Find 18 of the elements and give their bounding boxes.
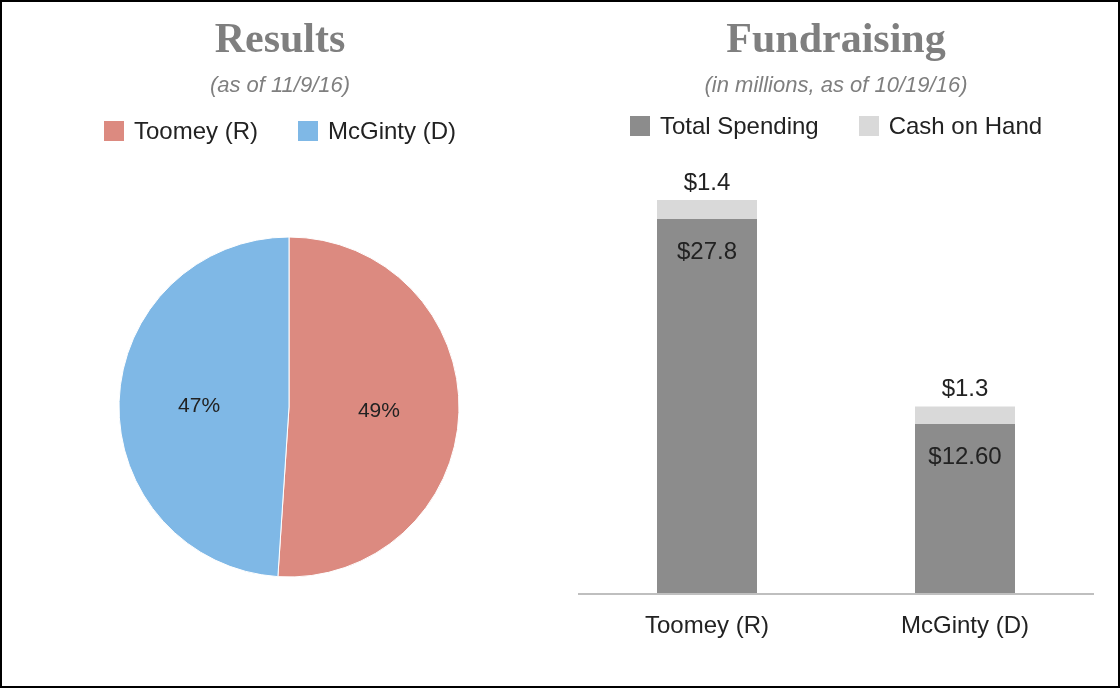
chart-title: Fundraising <box>725 14 947 62</box>
bar <box>657 218 757 594</box>
legend-label: Toomey (R) <box>133 117 259 145</box>
chart-subtitle: (in millions, as of 10/19/16) <box>703 72 969 98</box>
legend-label: Cash on Hand <box>887 112 1043 140</box>
legend-label: Total Spending <box>658 112 819 140</box>
bar <box>657 200 757 219</box>
data-label: $12.60 <box>928 441 1002 469</box>
legend-label: McGinty (D) <box>327 117 457 145</box>
data-label: $1.4 <box>683 168 731 195</box>
chart-subtitle: (as of 11/9/16) <box>208 72 352 98</box>
bar <box>915 406 1015 424</box>
data-label: $1.3 <box>941 374 989 402</box>
data-label: $27.8 <box>676 236 738 264</box>
data-label: 49% <box>357 398 400 422</box>
chart-title: Results <box>213 14 347 62</box>
bar <box>915 423 1015 594</box>
data-label: 47% <box>178 392 221 416</box>
